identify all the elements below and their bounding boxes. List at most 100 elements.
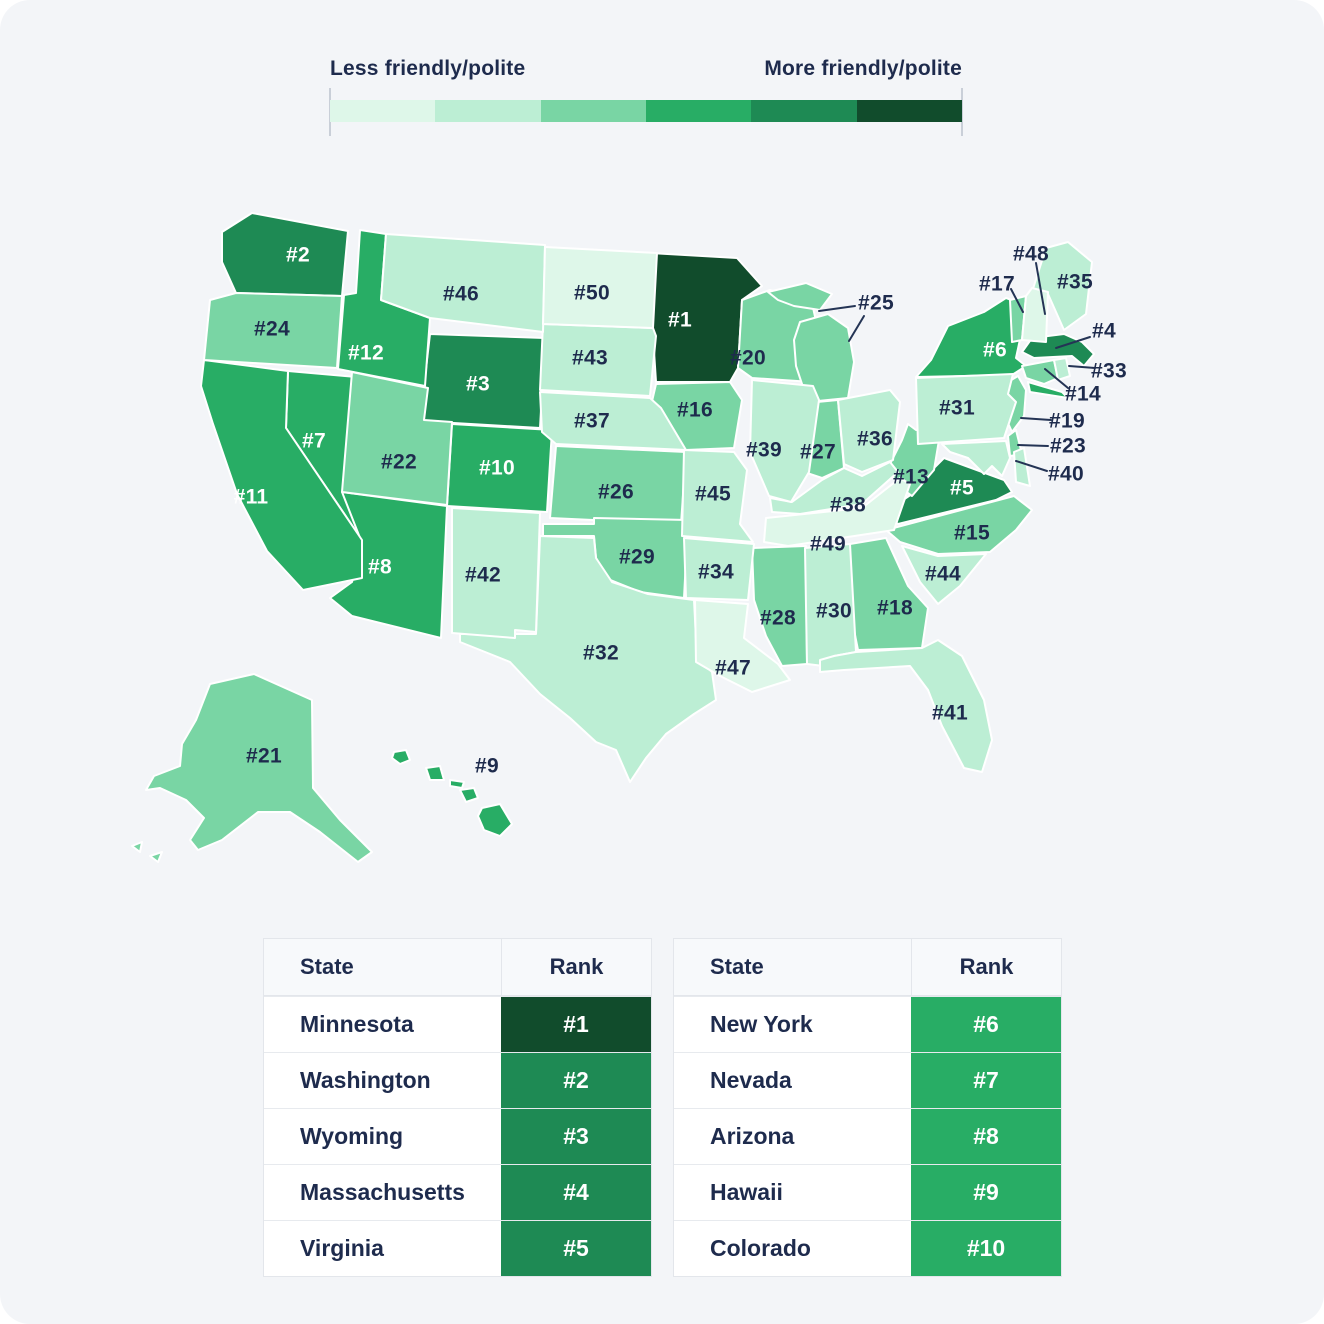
table-row: Hawaii #9 bbox=[674, 1164, 1061, 1220]
rank-label-de: #23 bbox=[1050, 435, 1086, 458]
state-south-carolina bbox=[901, 545, 987, 605]
state-alaska bbox=[149, 851, 163, 863]
rank-label-co: #10 bbox=[479, 457, 515, 480]
rank-label-mn: #1 bbox=[668, 309, 692, 332]
rank-label-ca: #11 bbox=[234, 486, 269, 509]
state-north-dakota bbox=[542, 246, 658, 329]
legend-color-scale bbox=[330, 100, 962, 122]
state-texas bbox=[459, 535, 717, 783]
rank-cell: #7 bbox=[911, 1053, 1061, 1108]
state-cell: Massachusetts bbox=[300, 1179, 465, 1205]
rank-label-ms: #28 bbox=[760, 607, 796, 630]
rank-label-mo: #45 bbox=[695, 483, 731, 506]
rank-label-ri: #33 bbox=[1091, 360, 1127, 383]
rank-label-mt: #46 bbox=[443, 283, 479, 306]
state-hawaii bbox=[391, 749, 411, 765]
state-louisiana bbox=[694, 599, 791, 693]
ranking-table-6-10: State Rank New York #6 Nevada #7 Arizona #8 Hawa… bbox=[673, 938, 1062, 1277]
rank-label-id: #12 bbox=[348, 342, 384, 365]
state-new-york bbox=[1027, 381, 1069, 399]
table-row: Minnesota #1 bbox=[264, 996, 651, 1052]
state-utah bbox=[341, 371, 453, 506]
state-new-mexico bbox=[451, 507, 541, 639]
rank-label-hi: #9 bbox=[475, 755, 499, 778]
state-hawaii bbox=[425, 765, 445, 781]
state-north-carolina bbox=[885, 495, 1033, 555]
state-cell: Minnesota bbox=[300, 1011, 414, 1037]
rank-label-nc: #15 bbox=[954, 522, 990, 545]
rank-label-sd: #43 bbox=[572, 347, 608, 370]
rank-label-ok: #29 bbox=[619, 546, 655, 569]
state-alaska bbox=[131, 841, 143, 853]
ranking-table-1-5: State Rank Minnesota #1 Washington #2 Wyoming #… bbox=[263, 938, 652, 1277]
state-hawaii bbox=[477, 803, 513, 837]
state-cell: Hawaii bbox=[710, 1179, 783, 1205]
state-maryland bbox=[1013, 447, 1031, 487]
callout-line-md bbox=[1015, 460, 1048, 472]
legend-less-label: Less friendly/polite bbox=[330, 57, 526, 80]
rank-label-oh: #36 bbox=[857, 428, 893, 451]
state-connecticut bbox=[1021, 359, 1059, 385]
table-row: Washington #2 bbox=[264, 1052, 651, 1108]
callout-line-ri bbox=[1068, 365, 1096, 369]
rank-cell: #3 bbox=[501, 1109, 651, 1164]
rank-label-ga: #18 bbox=[877, 597, 913, 620]
rank-label-nj: #19 bbox=[1049, 410, 1085, 433]
rank-cell: #6 bbox=[911, 997, 1061, 1052]
table-row: Wyoming #3 bbox=[264, 1108, 651, 1164]
rank-label-al: #30 bbox=[816, 600, 852, 623]
legend-right-tick bbox=[961, 88, 963, 136]
rank-label-nh: #48 bbox=[1013, 243, 1049, 266]
rank-label-sc: #44 bbox=[925, 563, 961, 586]
rank-cell: #5 bbox=[501, 1221, 651, 1276]
state-tennessee bbox=[763, 477, 911, 547]
callout-line-mi bbox=[818, 305, 856, 312]
state-ohio bbox=[837, 389, 901, 473]
rank-label-ma: #4 bbox=[1092, 320, 1116, 343]
legend-segment-4 bbox=[645, 100, 752, 122]
rank-label-fl: #41 bbox=[932, 702, 968, 725]
state-alaska bbox=[145, 673, 373, 863]
callout-line-ma bbox=[1055, 336, 1091, 349]
rank-label-nm: #42 bbox=[465, 564, 501, 587]
rank-label-md: #40 bbox=[1048, 463, 1084, 486]
rank-label-ar: #34 bbox=[698, 561, 734, 584]
state-rhode-island bbox=[1053, 357, 1071, 381]
table-row: Nevada #7 bbox=[674, 1052, 1061, 1108]
state-cell: Arizona bbox=[710, 1123, 795, 1149]
rank-label-az: #8 bbox=[368, 556, 392, 579]
rank-label-ut: #22 bbox=[381, 451, 417, 474]
state-oregon bbox=[203, 292, 343, 369]
state-illinois bbox=[749, 379, 820, 503]
rank-label-mi: #25 bbox=[858, 292, 894, 315]
state-maryland bbox=[941, 440, 1011, 477]
state-montana bbox=[380, 233, 546, 333]
state-kentucky bbox=[769, 461, 899, 515]
state-column-header: State bbox=[300, 954, 354, 979]
legend-segment-1 bbox=[330, 100, 436, 122]
state-florida bbox=[819, 639, 993, 773]
rank-label-or: #24 bbox=[254, 318, 290, 341]
state-cell: Colorado bbox=[710, 1235, 811, 1261]
state-california bbox=[200, 359, 363, 591]
legend-segment-3 bbox=[540, 100, 646, 122]
callout-line-ct bbox=[1044, 368, 1069, 389]
rank-label-ky: #38 bbox=[830, 494, 866, 517]
state-cell: New York bbox=[710, 1011, 813, 1037]
state-cell: Washington bbox=[300, 1067, 431, 1093]
rank-label-wi: #20 bbox=[730, 347, 766, 370]
state-column-header: State bbox=[710, 954, 764, 979]
rank-label-tn: #49 bbox=[810, 533, 846, 556]
table-row: Virginia #5 bbox=[264, 1220, 651, 1276]
rank-label-ak: #21 bbox=[246, 745, 282, 768]
rank-cell: #8 bbox=[911, 1109, 1061, 1164]
rank-label-pa: #31 bbox=[939, 397, 975, 420]
rank-label-ks: #26 bbox=[598, 481, 634, 504]
state-pennsylvania bbox=[915, 373, 1017, 445]
state-cell: Wyoming bbox=[300, 1123, 404, 1149]
rank-cell: #4 bbox=[501, 1165, 651, 1220]
rank-label-me: #35 bbox=[1057, 271, 1093, 294]
state-washington bbox=[221, 212, 349, 297]
